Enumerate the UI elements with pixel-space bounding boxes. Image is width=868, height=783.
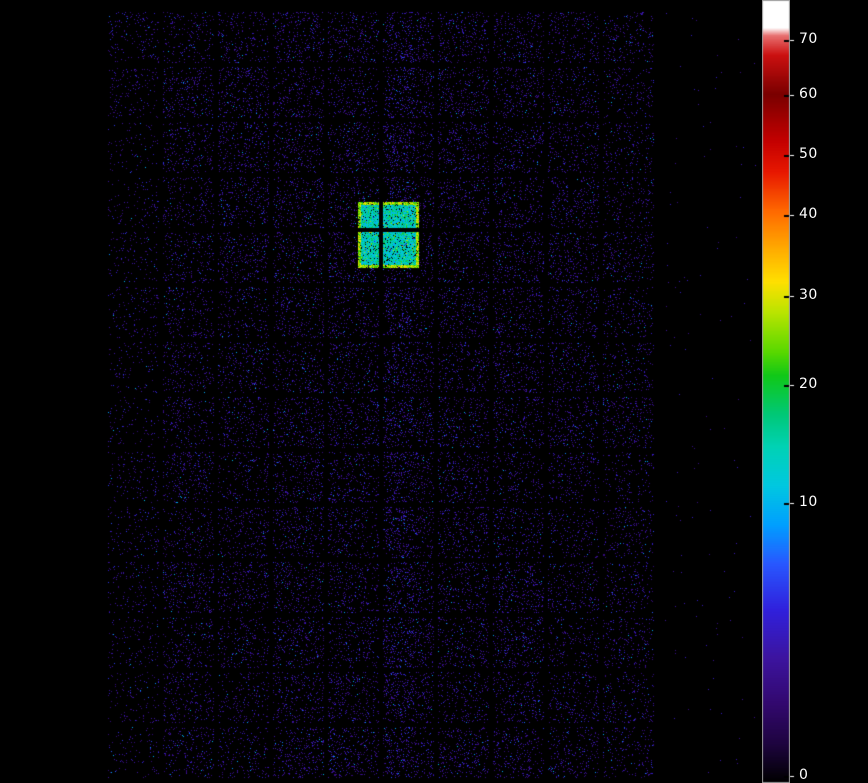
colorbar-tick-label: 10 — [799, 494, 818, 510]
colorbar-tick-label: 70 — [799, 31, 818, 47]
colorbar-tick-label: 50 — [799, 146, 818, 162]
colorbar-tick-label: 30 — [799, 287, 818, 303]
colorbar-tick-label: 20 — [799, 376, 818, 392]
colorbar-tick-label: 40 — [799, 206, 818, 222]
colorbar-tick-label: 60 — [799, 86, 818, 102]
colorbar-tick-label: 0 — [799, 767, 809, 783]
colorbar-tick-labels: 70 60 50 40 30 20 10 0 — [799, 0, 868, 783]
colorbar-gradient — [762, 0, 790, 783]
